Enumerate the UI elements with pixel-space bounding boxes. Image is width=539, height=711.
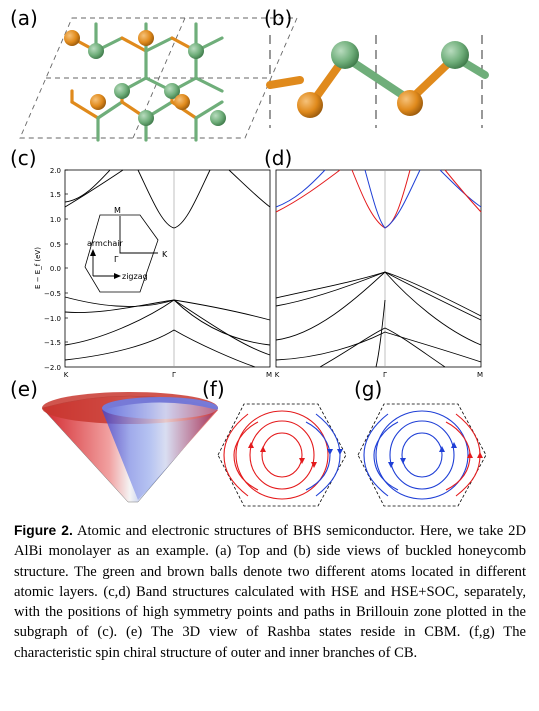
c-ytick: 1.0 [50, 216, 61, 224]
d-xtick: Γ [383, 371, 387, 379]
bz-label-k: K [162, 250, 168, 259]
d-xtick: K [275, 371, 280, 379]
c-ytick: 2.0 [50, 167, 61, 175]
panel-label-a: (a) [10, 6, 38, 30]
panel-c-band-structure: 2.0 1.5 1.0 0.5 0.0 −0.5 −1.0 −1.5 −2.0 … [34, 167, 272, 379]
c-ytick: 0.0 [50, 265, 61, 273]
panel-label-f: (f) [202, 377, 225, 401]
d-xtick: M [477, 371, 483, 379]
c-xtick: Γ [172, 371, 176, 379]
panel-label-d: (d) [264, 146, 293, 170]
figure-graphics: 2.0 1.5 1.0 0.5 0.0 −0.5 −1.0 −1.5 −2.0 … [19, 17, 489, 507]
panel-a-top-view [19, 17, 298, 142]
figure-caption: Figure 2. Atomic and electronic structur… [14, 521, 526, 663]
panel-d-band-structure: K Γ M [275, 169, 483, 379]
c-ytick: −1.5 [44, 339, 61, 347]
panel-b-side-view [266, 35, 489, 128]
c-xtick: K [64, 371, 69, 379]
panel-f-spin-texture [217, 403, 347, 507]
caption-figure-label: Figure 2. [14, 523, 73, 538]
c-bz-inset: M K Γ armchair zigzag [84, 206, 168, 293]
c-ytick: −0.5 [44, 290, 61, 298]
c-ytick: −2.0 [44, 364, 61, 372]
c-ytick: −1.0 [44, 315, 61, 323]
c-xtick: M [266, 371, 272, 379]
bz-label-gamma: Γ [114, 255, 119, 264]
panel-label-b: (b) [264, 6, 293, 30]
bz-label-zigzag: zigzag [122, 272, 148, 281]
panel-g-spin-texture [357, 403, 487, 507]
bz-label-m: M [114, 206, 121, 215]
caption-text: Atomic and electronic structures of BHS … [14, 523, 527, 661]
panel-label-g: (g) [354, 377, 383, 401]
c-ytick: 1.5 [50, 191, 61, 199]
panel-label-e: (e) [10, 377, 38, 401]
panel-e-rashba-cones [41, 392, 219, 503]
bz-label-armchair: armchair [87, 239, 123, 248]
c-ylabel: E − E_f (eV) [34, 247, 42, 289]
c-ytick: 0.5 [50, 241, 61, 249]
panel-label-c: (c) [10, 146, 37, 170]
